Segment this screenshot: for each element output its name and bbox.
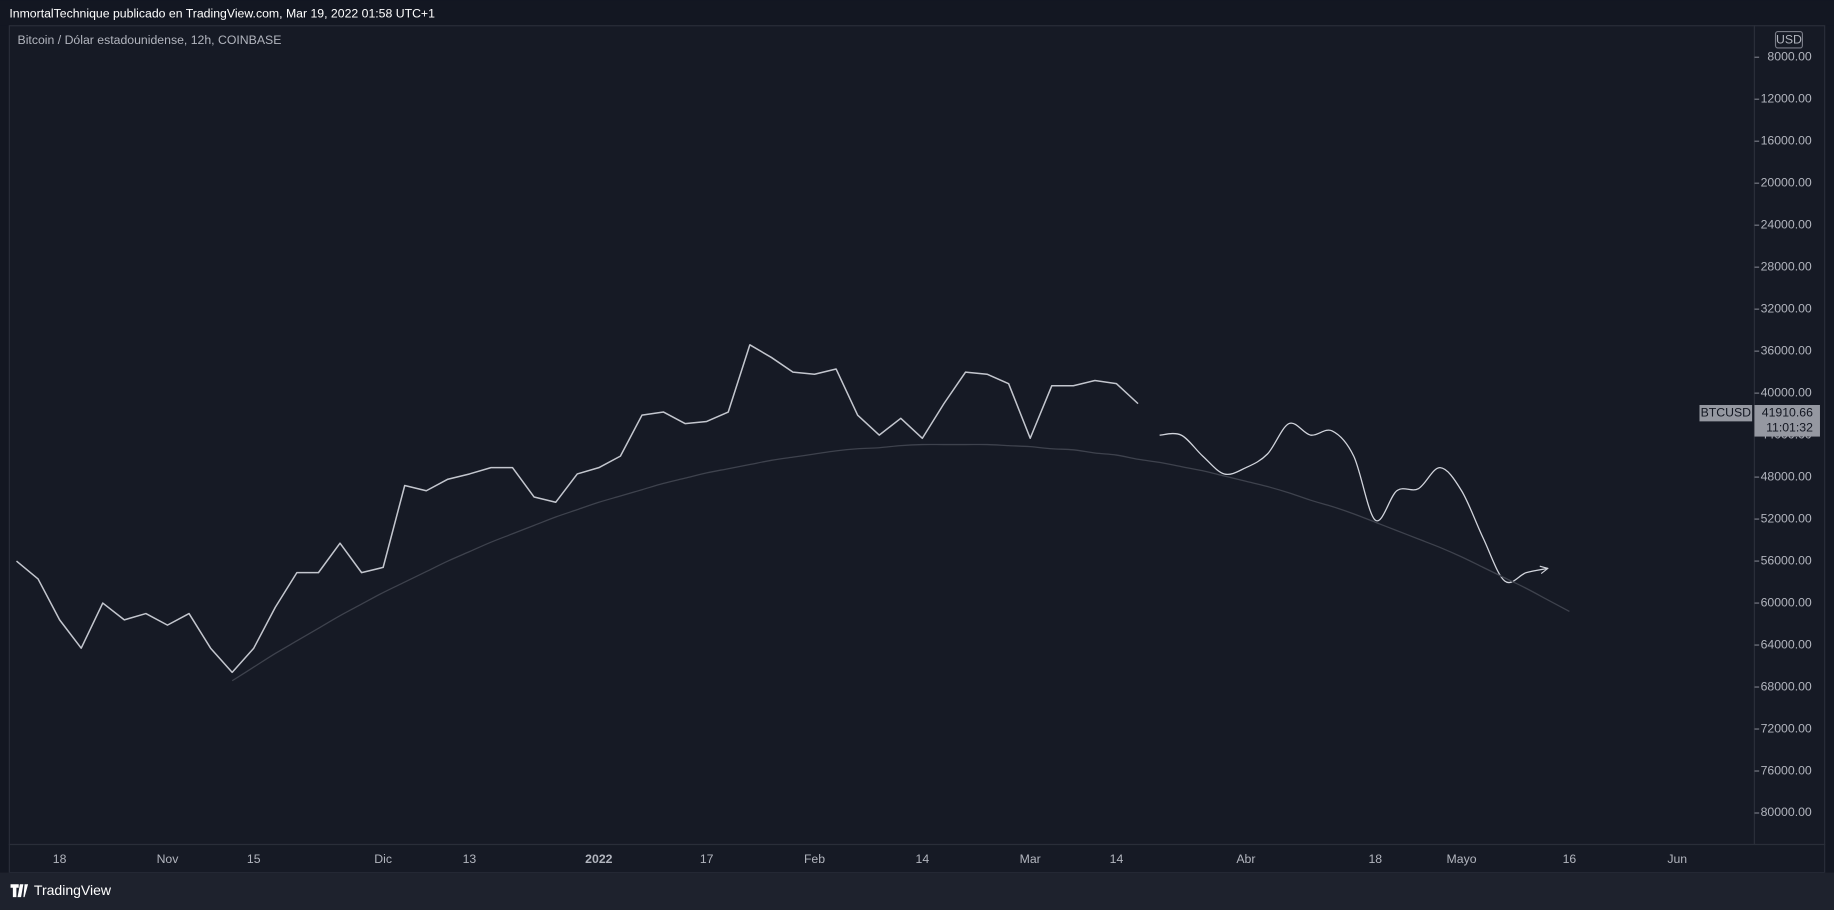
y-tick-label: 64000.00	[1761, 637, 1812, 651]
y-tick-label: 20000.00	[1761, 175, 1812, 189]
price-tag	[1754, 404, 1820, 437]
x-tick-label: Mayo	[1447, 852, 1477, 866]
x-tick-label: 14	[1110, 852, 1124, 866]
x-tick-label: Dic	[374, 852, 392, 866]
y-tick-label: 24000.00	[1761, 217, 1812, 231]
x-tick-label: 13	[463, 852, 477, 866]
x-tick-label: 2022	[585, 852, 612, 866]
y-tick-label: 40000.00	[1761, 385, 1812, 399]
price-tag-text: 41910.66	[1762, 405, 1813, 419]
plot	[16, 344, 1570, 682]
projection-line	[1159, 422, 1548, 584]
countdown-text: 11:01:32	[1766, 421, 1813, 435]
y-tick-label: 36000.00	[1761, 343, 1812, 357]
x-tick-label: 14	[916, 852, 930, 866]
time-axis	[8, 843, 1826, 874]
y-tick-label: 56000.00	[1761, 553, 1812, 567]
tradingview-logo	[10, 884, 29, 898]
chart-title: Bitcoin / Dólar estadounidense, 12h, COI…	[18, 33, 282, 47]
currency: USD	[1776, 33, 1802, 47]
header-text: InmortalTechnique publicado en TradingVi…	[9, 6, 435, 20]
y-tick-label: 72000.00	[1761, 721, 1812, 735]
symbol-tag-text: BTCUSD	[1701, 405, 1752, 419]
x-tick-label: Mar	[1020, 852, 1041, 866]
x-tick-label: Jun	[1667, 852, 1687, 866]
footer-bar	[0, 872, 1834, 910]
x-tick-label: 17	[700, 852, 714, 866]
y-tick-label: 8000.00	[1767, 49, 1812, 63]
x-tick-label: 15	[247, 852, 261, 866]
y-tick-label: 76000.00	[1761, 763, 1812, 777]
y-tick-label: 52000.00	[1761, 511, 1812, 525]
y-tick-label: 28000.00	[1761, 259, 1812, 273]
trend-arc	[231, 443, 1570, 682]
y-tick-label: 60000.00	[1761, 595, 1812, 609]
x-tick-label: 16	[1563, 852, 1577, 866]
header-bar	[0, 0, 1834, 26]
x-tick-label: 18	[53, 852, 67, 866]
x-tick-label: Nov	[157, 852, 180, 866]
footer-brand: TradingView	[34, 882, 112, 898]
x-tick-label: Feb	[804, 852, 825, 866]
y-tick-label: 16000.00	[1761, 133, 1812, 147]
y-tick-label: 80000.00	[1761, 805, 1812, 819]
plot-area	[8, 25, 1756, 846]
x-tick-label: 18	[1368, 852, 1382, 866]
symbol-tag	[1699, 404, 1753, 422]
x-tick-label: Abr	[1236, 852, 1255, 866]
y-tick-label: 48000.00	[1761, 469, 1812, 483]
price-line	[16, 344, 1139, 674]
currency-box	[1774, 31, 1804, 49]
y-tick-label: 32000.00	[1761, 301, 1812, 315]
y-tick-label: 68000.00	[1761, 679, 1812, 693]
y-tick-label: 12000.00	[1761, 91, 1812, 105]
